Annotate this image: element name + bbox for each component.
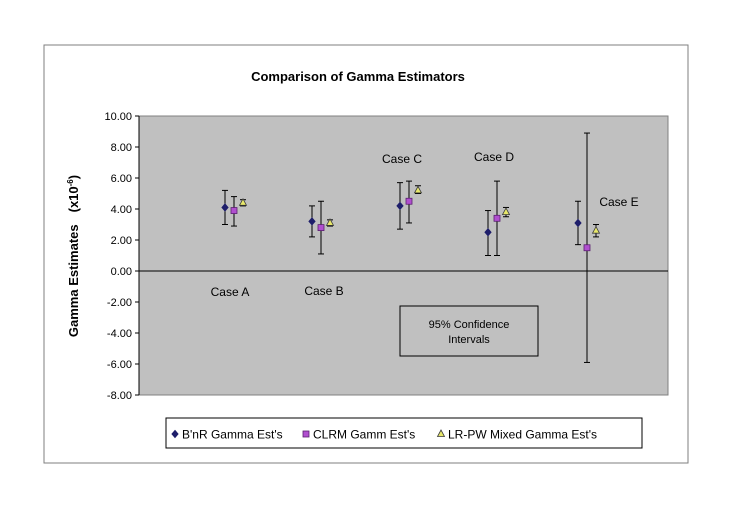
y-tick-label: -2.00 [107, 297, 132, 309]
legend-box [165, 417, 643, 449]
y-tick-label: -8.00 [107, 390, 132, 402]
y-axis-unit: (x10 [66, 186, 81, 212]
legend-marker [436, 429, 446, 437]
data-point [308, 217, 316, 226]
case-label: Case A [211, 285, 250, 299]
data-point [325, 218, 335, 226]
y-tick-label: 8.00 [111, 142, 132, 154]
data-points [221, 132, 601, 363]
legend: B'nR Gamma Est's CLRM Gamm Est's LR-PW Mix… [165, 417, 643, 449]
y-tick-label: 10.00 [104, 111, 132, 123]
case-label: Case C [382, 152, 422, 166]
confidence-note-line1: 95% Confidence [429, 319, 510, 331]
y-tick-label: 6.00 [111, 173, 132, 185]
confidence-note-box [399, 305, 539, 357]
data-point [413, 185, 423, 194]
data-point [493, 214, 501, 222]
data-point [405, 197, 413, 205]
data-point [501, 207, 511, 216]
legend-label: LR-PW Mixed Gamma Est's [448, 428, 597, 442]
case-label: Case E [599, 195, 638, 209]
data-point [221, 203, 229, 212]
case-label: Case D [474, 150, 514, 164]
legend-label: B'nR Gamma Est's [182, 428, 283, 442]
y-tick-label: 0.00 [111, 266, 132, 278]
data-point [230, 207, 238, 214]
case-label: Case B [304, 284, 343, 298]
y-tick-label: -6.00 [107, 359, 132, 371]
legend-label: CLRM Gamm Est's [313, 428, 415, 442]
legend-marker [302, 430, 310, 438]
y-tick-label: -4.00 [107, 328, 132, 340]
data-point [574, 218, 582, 228]
legend-marker [171, 429, 179, 439]
chart-title: Comparison of Gamma Estimators [251, 69, 465, 84]
svg-text:Gamma Estimates(x10-6): Gamma Estimates (x10-6) [66, 175, 81, 337]
confidence-note: 95% Confidence Intervals [399, 305, 539, 357]
data-point [238, 197, 248, 206]
data-point [396, 201, 404, 211]
y-tick-label: 4.00 [111, 204, 132, 216]
plot-area [138, 115, 669, 396]
y-axis-title: Gamma Estimates [66, 224, 81, 337]
y-tick-label: 2.00 [111, 235, 132, 247]
y-axis-unit-exponent: -6 [66, 179, 75, 187]
y-axis-unit-close: ) [66, 175, 81, 179]
data-point [591, 225, 601, 234]
case-labels: Case A Case B Case C Case D Case E [211, 150, 639, 299]
data-point [484, 227, 492, 237]
confidence-note-line2: Intervals [448, 334, 490, 346]
y-axis: 10.00 8.00 6.00 4.00 2.00 0.00 -2.00 -4.00 -6.00… [104, 111, 139, 402]
data-point [583, 244, 591, 252]
y-axis-label: Gamma Estimates (x10-6) [66, 175, 81, 337]
data-point [317, 224, 325, 232]
